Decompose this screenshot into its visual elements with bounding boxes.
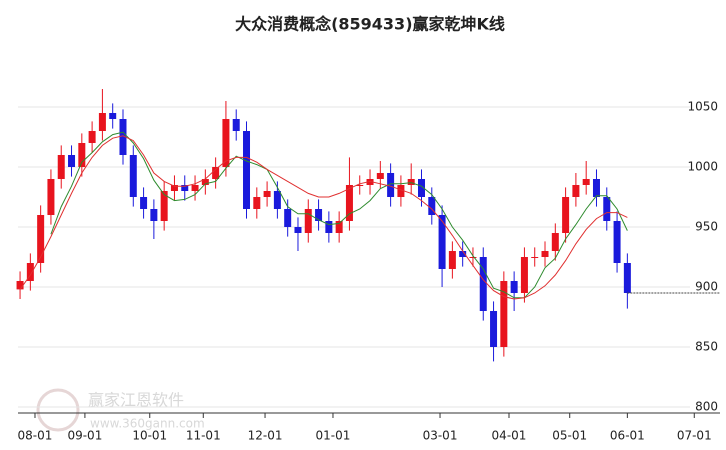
chart-title: 大众消费概念(859433)赢家乾坤K线 [235, 15, 505, 34]
candle-body [572, 185, 580, 197]
candle-body [500, 281, 508, 347]
candle-body [325, 221, 333, 233]
candle-body [417, 179, 425, 197]
candle-body [562, 197, 570, 233]
candle-body [551, 233, 559, 251]
candle-body [109, 113, 117, 119]
watermark-logo [36, 388, 80, 432]
candle-body [376, 173, 384, 179]
candle-body [222, 119, 230, 167]
candle-body [294, 227, 302, 233]
candle-body [68, 155, 76, 167]
x-tick-label: 04-01 [492, 429, 527, 443]
candle-body [469, 257, 477, 258]
candle-body [26, 263, 34, 281]
candle-body [387, 173, 395, 197]
candle-body [315, 209, 323, 221]
y-tick-label: 950 [695, 220, 718, 234]
y-tick-label: 1050 [687, 100, 718, 114]
candle-body [438, 215, 446, 269]
candle-body [98, 113, 106, 131]
candle-body [191, 185, 199, 191]
x-tick-label: 06-01 [610, 429, 645, 443]
candle-body [603, 197, 611, 221]
candle-body [160, 191, 168, 221]
x-tick-label: 12-01 [248, 429, 283, 443]
candle-body [490, 311, 498, 347]
candle-body [37, 215, 45, 263]
candle-body [623, 263, 631, 293]
candle-body [232, 119, 240, 131]
candle-body [356, 185, 364, 186]
candle-body [366, 179, 374, 185]
x-tick-label: 01-01 [316, 429, 351, 443]
moving-average-line [50, 131, 628, 299]
y-tick-label: 850 [695, 340, 718, 354]
candle-body [140, 197, 148, 209]
y-tick-label: 900 [695, 280, 718, 294]
candle-body [479, 257, 487, 311]
candle-body [407, 179, 415, 185]
x-tick-label: 09-01 [67, 429, 102, 443]
x-tick-label: 05-01 [552, 429, 587, 443]
candle-body [16, 281, 24, 290]
candle-body [335, 221, 343, 233]
candle-body [273, 191, 281, 209]
candle-body [119, 119, 127, 155]
candle-body [428, 197, 436, 215]
y-tick-label: 1000 [687, 160, 718, 174]
candle-body [78, 143, 86, 167]
candle-body [541, 251, 549, 257]
candle-body [592, 179, 600, 197]
candle-body [304, 209, 312, 233]
candle-body [459, 251, 467, 257]
candle-body [531, 257, 539, 258]
candle-body [613, 221, 621, 263]
x-tick-label: 08-01 [18, 429, 53, 443]
candle-body [88, 131, 96, 143]
candle-body [201, 179, 209, 185]
watermark: 赢家江恩软件 www.360gann.com [36, 388, 205, 432]
x-tick-label: 11-01 [186, 429, 221, 443]
candle-body [170, 185, 178, 191]
candle-body [212, 167, 220, 179]
candle-body [57, 155, 65, 179]
y-tick-label: 800 [695, 400, 718, 414]
candle-body [150, 209, 158, 221]
candle-body [181, 185, 189, 191]
candle-body [263, 191, 271, 197]
candle-body [129, 155, 137, 197]
candle-body [47, 179, 55, 215]
moving-average-line [19, 135, 628, 300]
candle-body [397, 185, 405, 197]
candle-body [345, 185, 353, 221]
candle-body [510, 281, 518, 293]
candle-body [448, 251, 456, 269]
candle-body [284, 209, 292, 227]
watermark-site: www.360gann.com [90, 417, 205, 431]
candle-body [243, 131, 251, 209]
candle-body [582, 179, 590, 185]
watermark-brand: 赢家江恩软件 [88, 391, 184, 410]
x-tick-label: 10-01 [132, 429, 167, 443]
x-tick-label: 07-01 [677, 429, 712, 443]
x-tick-label: 03-01 [423, 429, 458, 443]
candle-body [253, 197, 261, 209]
candle-body [520, 257, 528, 293]
